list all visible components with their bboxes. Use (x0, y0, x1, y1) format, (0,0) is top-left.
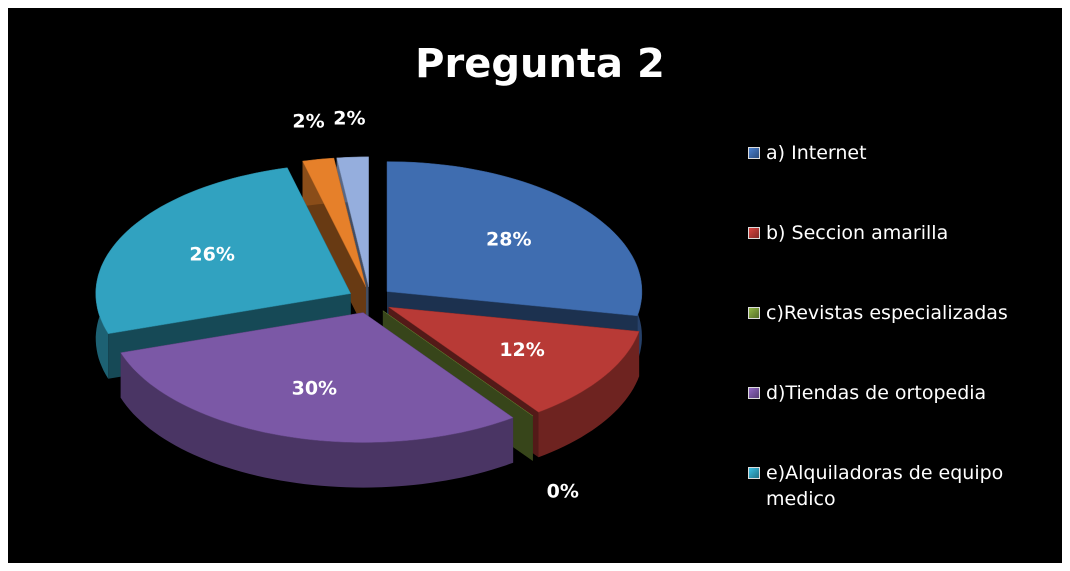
slice-wall (120, 352, 514, 488)
chart-title: Pregunta 2 (415, 41, 665, 87)
legend-item: b) Seccion amarilla (748, 220, 1048, 300)
legend: a) Internet b) Seccion amarilla c)Revistas… (748, 140, 1048, 540)
slice (95, 167, 352, 335)
slice (336, 156, 369, 287)
data-label: 12% (499, 339, 544, 361)
slice-tops (95, 156, 643, 443)
legend-label: b) Seccion amarilla (766, 222, 949, 244)
slice (120, 312, 514, 443)
legend-swatch (748, 147, 760, 159)
legend-label: c)Revistas especializadas (766, 302, 1008, 324)
legend-swatch (748, 307, 760, 319)
slice-wall (538, 331, 640, 458)
legend-item: d)Tiendas de ortopedia (748, 380, 1048, 460)
slice (382, 310, 533, 417)
slice (386, 161, 643, 317)
legend-swatch (748, 227, 760, 239)
slice (387, 306, 640, 413)
legend-label: a) Internet (766, 142, 867, 164)
slice (302, 157, 367, 288)
legend-label: d)Tiendas de ortopedia (766, 382, 987, 404)
data-label: 26% (189, 243, 234, 265)
data-label: 28% (486, 229, 531, 251)
data-label: 0% (547, 480, 579, 502)
legend-label: e)Alquiladoras de equipo medico (766, 462, 1004, 510)
legend-item: c)Revistas especializadas (748, 300, 1048, 380)
legend-swatch (748, 467, 760, 479)
legend-swatch (748, 387, 760, 399)
data-label: 30% (292, 378, 337, 400)
data-label: 2% (333, 108, 365, 130)
data-label: 2% (292, 110, 324, 132)
legend-item: a) Internet (748, 140, 1048, 220)
legend-item: e)Alquiladoras de equipo medico (748, 460, 1048, 540)
